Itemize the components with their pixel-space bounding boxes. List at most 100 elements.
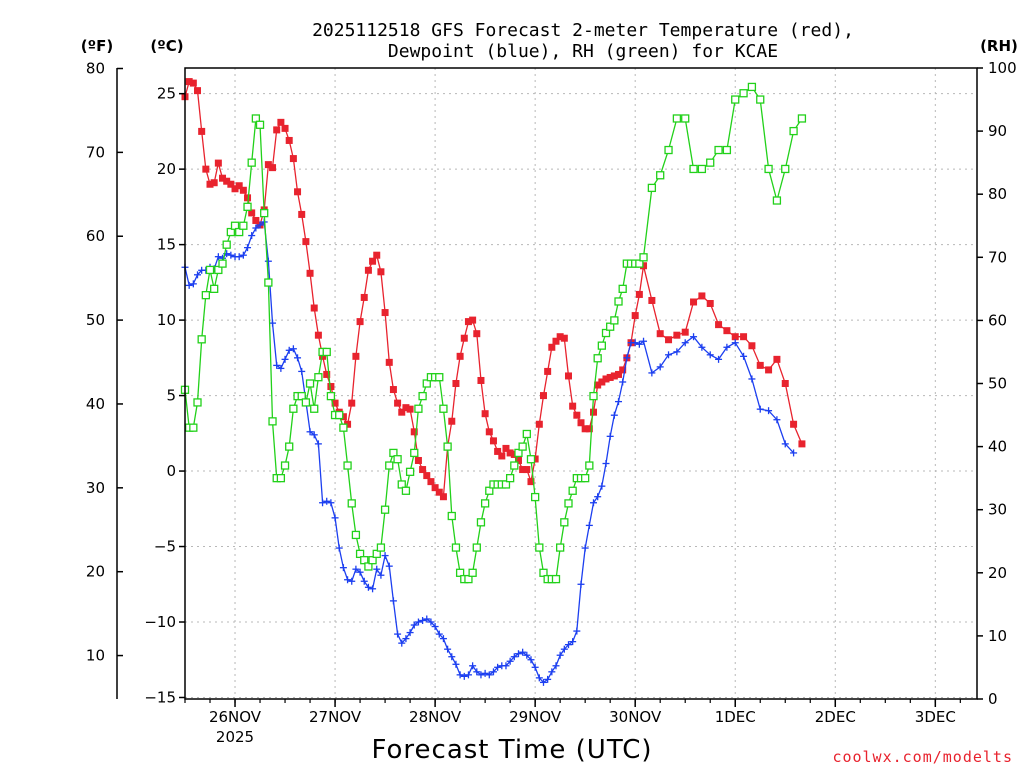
data-point xyxy=(193,398,202,407)
data-point xyxy=(790,420,798,428)
data-point xyxy=(435,488,443,496)
x-tick-label: 1DEC xyxy=(715,708,756,726)
data-point xyxy=(314,331,322,339)
data-point xyxy=(656,330,664,338)
data-point xyxy=(194,271,202,279)
data-point xyxy=(573,627,581,635)
series-line xyxy=(184,80,803,499)
data-point xyxy=(185,78,193,86)
data-point xyxy=(369,257,377,265)
data-point xyxy=(423,472,431,480)
data-point xyxy=(427,618,435,626)
data-point xyxy=(335,410,344,420)
credit-text: coolwx.com/modelts xyxy=(832,748,1013,766)
x-tick-label: 2DEC xyxy=(815,708,856,726)
data-point xyxy=(264,257,272,265)
data-point xyxy=(369,585,377,593)
data-point xyxy=(339,423,348,432)
data-point xyxy=(535,674,543,682)
data-point xyxy=(344,420,352,428)
data-point xyxy=(427,478,435,486)
celsius-tick-label: 0 xyxy=(166,462,176,480)
data-point xyxy=(518,442,527,451)
data-point xyxy=(552,337,560,345)
data-point xyxy=(747,82,757,92)
data-point xyxy=(610,316,619,325)
data-point xyxy=(748,375,756,383)
data-point xyxy=(210,284,219,294)
data-point xyxy=(444,645,452,653)
data-point xyxy=(289,404,298,413)
rh-tick-label: 20 xyxy=(988,564,1007,582)
data-point xyxy=(294,188,302,196)
data-point xyxy=(289,345,297,353)
data-point xyxy=(610,372,618,380)
data-point xyxy=(380,505,390,514)
data-point xyxy=(526,455,536,464)
data-point xyxy=(452,660,460,668)
data-point xyxy=(664,145,673,155)
data-point xyxy=(201,291,210,300)
data-point xyxy=(326,391,336,401)
data-point xyxy=(248,209,256,217)
rh-tick-label: 30 xyxy=(988,501,1007,519)
data-point xyxy=(431,484,439,492)
data-point xyxy=(665,351,673,359)
data-point xyxy=(198,127,206,135)
data-point xyxy=(519,648,527,656)
data-point xyxy=(281,355,289,363)
data-point xyxy=(473,668,481,676)
data-point xyxy=(305,379,315,388)
data-point xyxy=(535,420,543,428)
x-tick-label: 29NOV xyxy=(509,708,562,726)
x-tick-label: 3DEC xyxy=(915,708,956,726)
data-point xyxy=(319,352,327,360)
data-point xyxy=(473,330,481,338)
data-point xyxy=(310,304,318,312)
rh-axis-unit: (RH) xyxy=(980,37,1018,55)
fahrenheit-tick-label: 70 xyxy=(86,143,105,161)
data-point xyxy=(722,145,732,155)
data-point xyxy=(289,155,297,163)
data-point xyxy=(635,290,643,298)
data-point xyxy=(530,492,540,502)
celsius-tick-label: −5 xyxy=(154,538,176,556)
data-point xyxy=(214,265,223,275)
data-point xyxy=(698,292,706,300)
rh-tick-label: 10 xyxy=(988,627,1007,645)
data-point xyxy=(481,669,489,677)
rh-tick-label: 80 xyxy=(988,185,1007,203)
data-point xyxy=(510,461,519,470)
data-point xyxy=(606,322,615,331)
celsius-tick-label: 15 xyxy=(157,236,176,254)
data-point xyxy=(239,221,248,230)
data-point xyxy=(235,182,243,190)
data-point xyxy=(327,383,335,391)
data-point xyxy=(276,473,286,483)
data-point xyxy=(556,333,564,341)
data-point xyxy=(585,461,594,470)
data-point xyxy=(781,164,790,174)
data-point xyxy=(356,568,364,576)
data-point xyxy=(640,262,648,270)
data-point xyxy=(385,562,393,570)
data-point xyxy=(656,171,665,180)
x-tick-label: 27NOV xyxy=(309,708,362,726)
fahrenheit-tick-label: 50 xyxy=(86,311,105,329)
series-line xyxy=(184,220,795,684)
data-point xyxy=(219,174,227,182)
data-point xyxy=(523,651,531,659)
data-point xyxy=(594,381,602,389)
data-point xyxy=(560,645,568,653)
data-point xyxy=(519,466,527,474)
data-point xyxy=(689,164,698,174)
data-point xyxy=(773,416,781,424)
fahrenheit-tick-label: 80 xyxy=(86,60,105,78)
data-point xyxy=(273,361,281,369)
data-point xyxy=(214,253,222,261)
data-point xyxy=(197,335,206,344)
data-point xyxy=(606,432,614,440)
data-point xyxy=(360,577,368,585)
data-point xyxy=(648,296,656,304)
